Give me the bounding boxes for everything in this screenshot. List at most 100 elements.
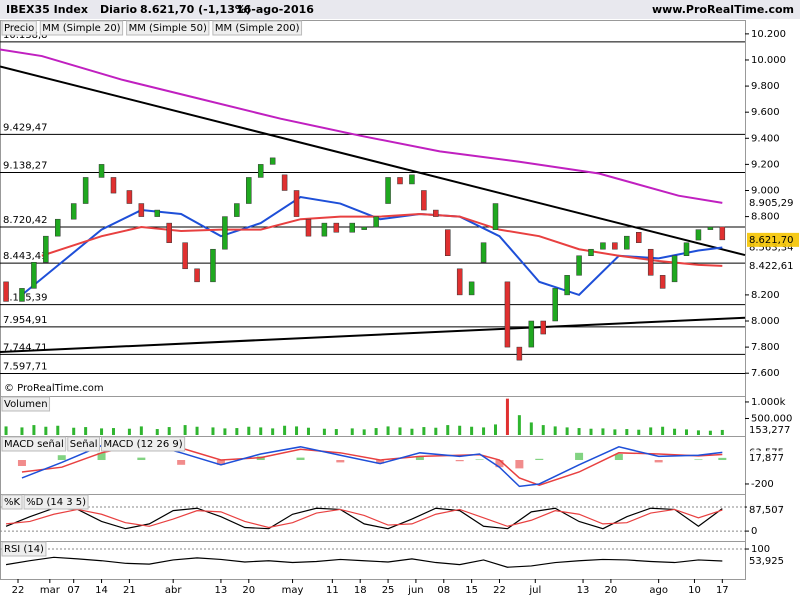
indicator-line [5,508,723,529]
candle-body [194,268,200,283]
x-tick-label: 21 [123,585,136,596]
candle-body [31,262,37,289]
value-tag [747,553,799,568]
candle-body [246,177,252,204]
candle-body [182,242,188,270]
value-tag [747,503,799,518]
volume-bar [167,427,171,435]
level-label: 7.597,71 [3,362,48,373]
y-tick-label: 1.000k [751,397,786,408]
volume-bar [505,398,509,435]
candle-body [110,177,117,194]
site: www.ProRealTime.com [652,3,794,16]
candle-body [361,226,367,230]
volume-bar [271,428,275,435]
candle-body [695,229,702,241]
value-tag [747,232,799,247]
y-tick-label: 9.200 [751,159,780,170]
y-tick-label: 9.000 [751,185,780,196]
x-tick-label: 13 [215,585,228,596]
legend-label: MM (Simple 50) [129,23,207,34]
macd-histogram [216,460,225,465]
panel-frame [0,541,746,580]
volume-bar [661,426,665,435]
candle-body [647,248,654,276]
candle-body [293,190,300,217]
value-tag-label: 153,277 [749,425,790,436]
volume-bar [720,429,724,435]
level-label: 9.138,27 [3,160,48,171]
y-tick-label: 0 [751,526,757,537]
value-tag-label: 8.563,34 [749,242,794,253]
x-tick-label: 07 [67,585,80,596]
x-tick-label: jul [528,585,541,596]
x-tick-label: abr [165,585,182,596]
value-tag-label: 17,877 [749,453,784,464]
candle-body [612,242,618,250]
candle-body [126,190,133,204]
y-tick-label: 8.800 [751,212,780,223]
indicator-line [5,507,723,530]
legend-label: RSI (14) [4,544,44,555]
volume-bar [295,426,299,435]
legend-box [126,20,210,36]
volume-bar [696,430,700,435]
y-tick-label: 8.200 [751,290,780,301]
volume-bar [529,422,533,435]
x-tick-label: mar [40,585,61,596]
candle-body [528,320,535,348]
macd-histogram [336,460,345,463]
legend-box [23,494,89,510]
candle-body [138,203,145,217]
x-tick-label: 20 [605,585,618,596]
candle-body [321,222,328,237]
candle-body [468,281,475,296]
macd-histogram [376,460,385,464]
value-tag-label: 8.422,61 [749,261,794,272]
volume-bar [434,427,438,435]
legend-label: %K [4,497,21,508]
legend-label: MACD (12 26 9) [104,439,183,450]
volume-bar [517,415,521,435]
candle-body [19,288,25,302]
legend-box [101,436,186,452]
candle-body [516,346,523,361]
candle-body [719,226,726,241]
x-tick-label: 22 [493,585,506,596]
macd-histogram [475,459,484,461]
volume-bar [470,426,474,435]
candle-body [540,320,547,335]
legend-box [39,20,124,36]
volume-bar [398,427,402,435]
volume-bar [708,430,712,435]
header-bar [0,0,800,19]
volume-bar [334,429,338,435]
candle-body [281,174,288,191]
macd-histogram [137,457,146,461]
level-label: 7.744,71 [3,342,48,353]
volume-bar [72,427,76,435]
macd-histogram [57,455,66,461]
volume-bar [247,426,251,435]
macd-histogram [415,456,424,461]
candle-body [659,275,666,289]
y-tick-label: 9.800 [751,81,780,92]
candle-body [154,209,161,217]
y-tick-label: 10.200 [751,29,786,40]
candle-body [492,203,499,230]
candle-body [552,288,558,322]
indicator-line [5,556,723,568]
candle-body [504,281,511,348]
legend-box [1,436,67,452]
panel-frame [0,20,746,397]
macd-histogram [535,458,544,461]
x-tick-label: 22 [12,585,25,596]
macd-histogram [455,460,464,462]
candle-body [671,255,678,283]
volume-bar [362,429,366,435]
moving-average [41,212,723,267]
period: Diario [100,3,138,16]
value-tag [747,450,799,465]
candle-body [70,203,77,220]
volume-bar [601,428,605,435]
